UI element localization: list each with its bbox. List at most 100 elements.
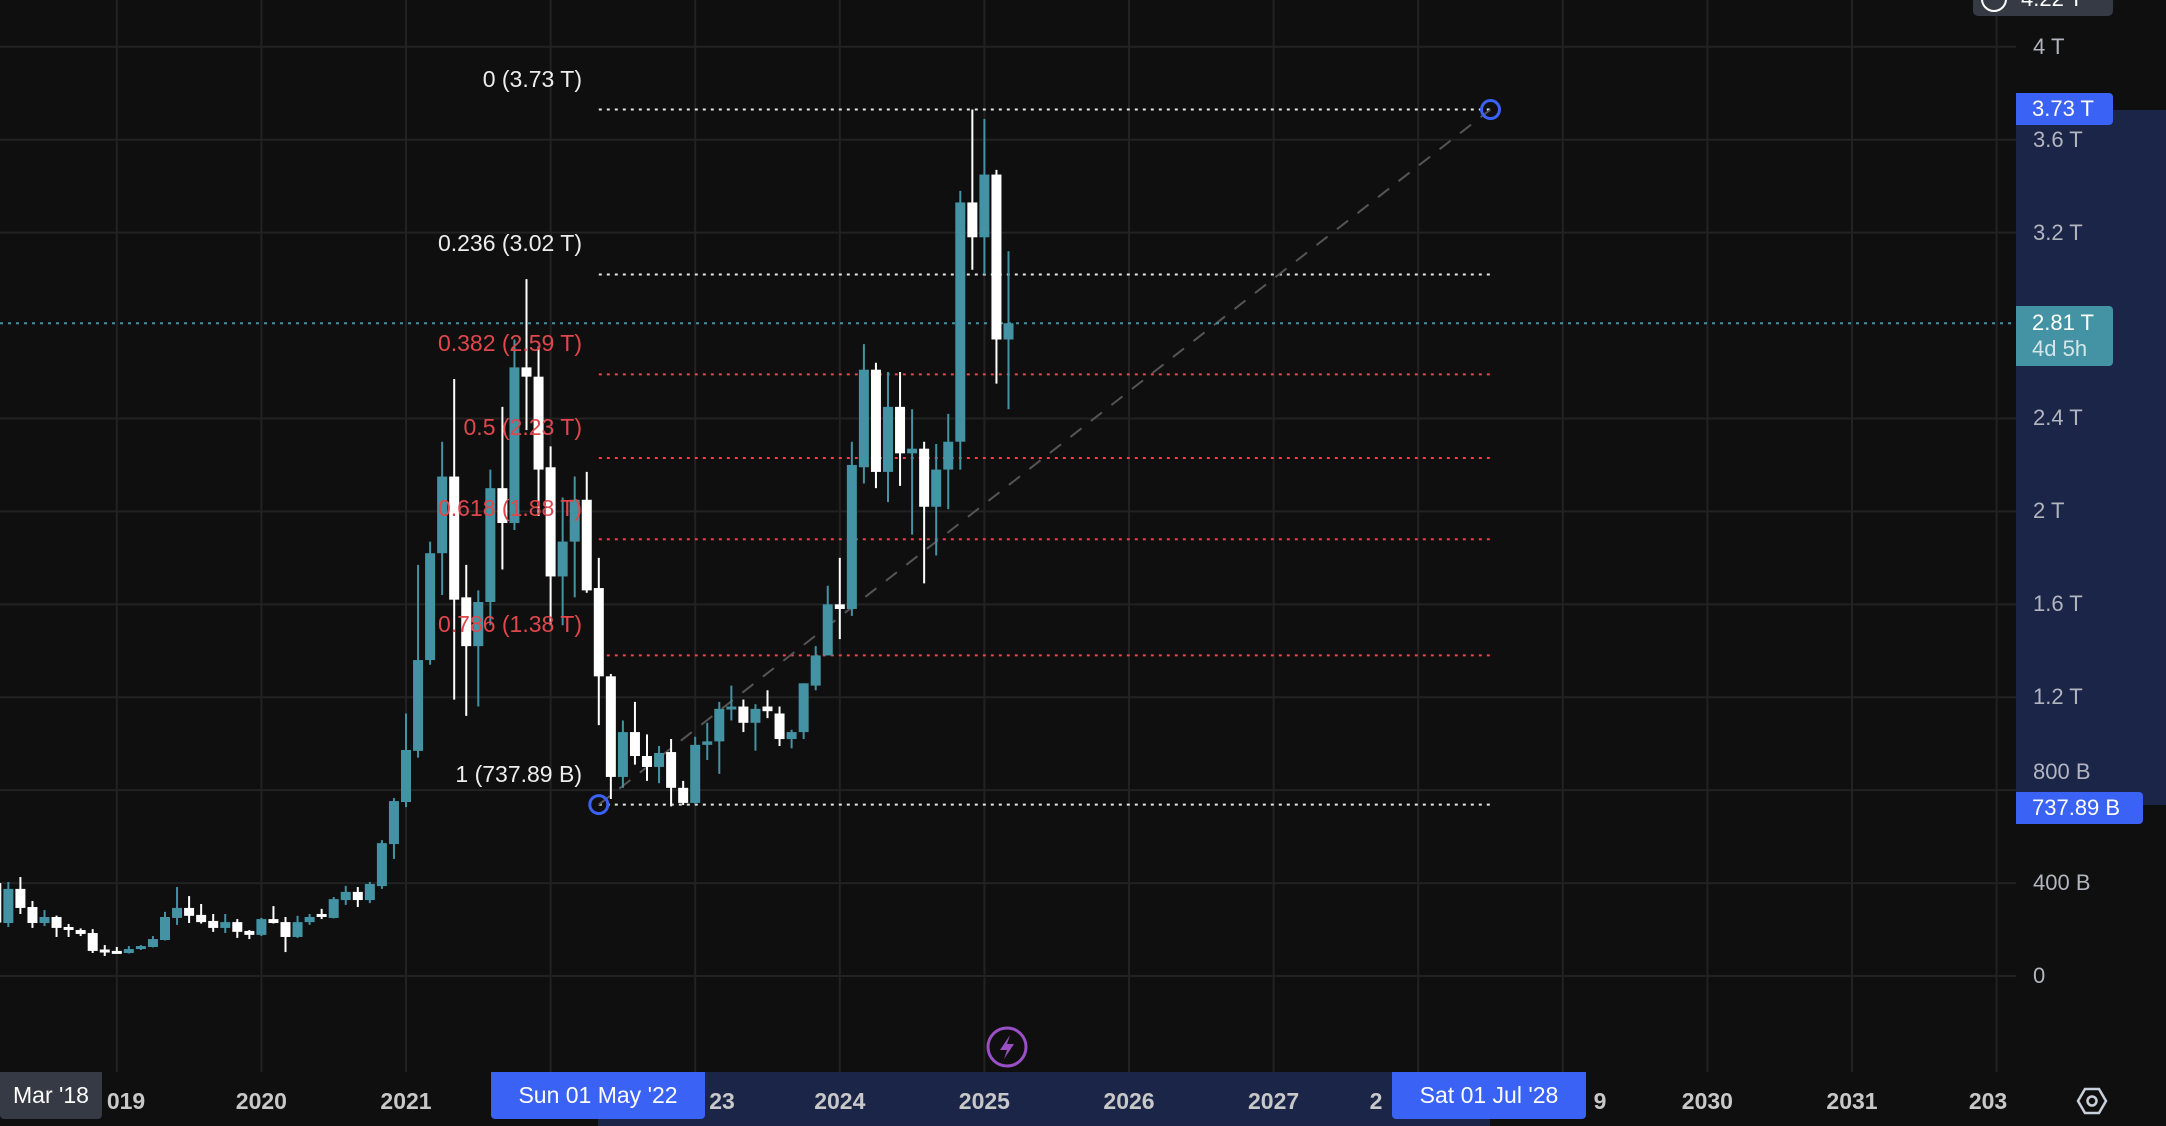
- candle-body: [593, 588, 604, 677]
- range-start-date-label[interactable]: Sun 01 May '22: [491, 1072, 705, 1119]
- candle-body: [147, 939, 158, 947]
- candle-body: [822, 604, 833, 656]
- candle-body: [605, 676, 616, 777]
- candle-body: [497, 488, 508, 524]
- candle-body: [461, 597, 472, 647]
- candle-body: [328, 899, 339, 918]
- candle-body: [967, 202, 978, 238]
- candle-body: [63, 926, 74, 930]
- candle: [316, 908, 327, 920]
- candle: [111, 946, 122, 954]
- fib-level-label: 0.5 (2.23 T): [463, 413, 582, 440]
- candle-body: [810, 655, 821, 686]
- candle: [208, 913, 219, 932]
- top-partial-label-box: 4.22 T: [1973, 0, 2113, 16]
- candle-body: [629, 732, 640, 757]
- candle-body: [1003, 323, 1014, 340]
- candle-body: [449, 476, 460, 600]
- candle-body: [244, 930, 255, 935]
- price-tick-label: 3.2 T: [2033, 219, 2083, 245]
- time-tick-label: 2026: [1103, 1088, 1155, 1114]
- candle-body: [0, 883, 2, 923]
- candle-body: [690, 744, 701, 803]
- candle: [907, 409, 918, 535]
- time-tick-label: 2031: [1826, 1088, 1878, 1114]
- candle-body: [75, 930, 86, 934]
- candle-body: [172, 907, 183, 918]
- fib-anchor-end-handle[interactable]: [1480, 99, 1501, 121]
- price-tick-label: 1.6 T: [2033, 591, 2083, 617]
- low-price-marker: 737.89 B: [2016, 792, 2143, 824]
- candle: [846, 441, 857, 616]
- candle-body: [750, 708, 761, 723]
- fib-anchor-start-handle[interactable]: [588, 794, 610, 816]
- candle: [473, 590, 484, 707]
- candle: [581, 471, 592, 593]
- candle: [0, 883, 2, 923]
- candle-body: [533, 376, 544, 470]
- candle: [280, 916, 291, 953]
- candle-body: [425, 553, 436, 661]
- time-tick-label: 2030: [1681, 1088, 1733, 1114]
- candle: [521, 279, 532, 431]
- time-tick-label: 2024: [814, 1088, 866, 1114]
- candle-body: [702, 741, 713, 745]
- price-tick-label: 1.2 T: [2033, 684, 2083, 710]
- candle-body: [654, 752, 665, 767]
- candle: [256, 917, 267, 937]
- lightning-icon[interactable]: [986, 1026, 1028, 1068]
- candle: [545, 446, 556, 626]
- candle: [27, 900, 38, 928]
- candle-body: [3, 888, 14, 924]
- grid: [0, 0, 2016, 1072]
- candle: [352, 887, 363, 908]
- candle: [244, 930, 255, 940]
- candle: [870, 362, 881, 489]
- time-range-highlight: [598, 1072, 1490, 1126]
- candle: [642, 734, 652, 781]
- last-price-marker: 2.81 T 4d 5h: [2016, 306, 2113, 366]
- candle-body: [316, 913, 327, 917]
- candle-body: [232, 922, 243, 932]
- range-end-date-label[interactable]: Sat 01 Jul '28: [1392, 1072, 1586, 1119]
- candle: [834, 557, 845, 640]
- clock-icon: [1981, 0, 2007, 12]
- high-price-marker: 3.73 T: [2016, 93, 2113, 125]
- candle: [979, 118, 990, 275]
- time-tick-label: 2020: [235, 1088, 287, 1114]
- candle: [726, 685, 737, 721]
- fib-trend-line[interactable]: [598, 108, 1492, 806]
- time-tick-label: 2: [1369, 1088, 1383, 1114]
- candle: [678, 780, 689, 806]
- candle: [160, 911, 170, 941]
- fib-level-label: 0.236 (3.02 T): [437, 230, 582, 257]
- candle-body: [413, 660, 424, 751]
- candle: [39, 910, 50, 927]
- candle-body: [979, 174, 990, 238]
- candle: [750, 704, 761, 751]
- candle: [196, 903, 207, 924]
- candle: [714, 701, 725, 774]
- candle-body: [557, 541, 568, 577]
- candle: [304, 913, 315, 925]
- candle: [135, 945, 146, 950]
- candle-body: [834, 604, 845, 609]
- candle-body: [280, 922, 291, 937]
- candle: [364, 881, 375, 904]
- candle-body: [304, 916, 315, 923]
- candle-body: [846, 464, 857, 609]
- settings-hexagon-icon[interactable]: [2076, 1087, 2108, 1115]
- price-tick-label: 800 B: [2033, 759, 2091, 784]
- candle: [87, 929, 98, 954]
- candle-body: [786, 732, 797, 740]
- candle: [955, 190, 966, 470]
- candle: [172, 887, 183, 925]
- fib-level-label: 0.382 (2.59 T): [437, 330, 582, 357]
- candle: [967, 109, 978, 270]
- candle-body: [27, 907, 38, 924]
- bar-countdown: 4d 5h: [2032, 336, 2088, 361]
- candle-body: [437, 476, 448, 554]
- candle-body: [545, 467, 556, 577]
- fib-level-label: 0.618 (1.88 T): [437, 495, 582, 522]
